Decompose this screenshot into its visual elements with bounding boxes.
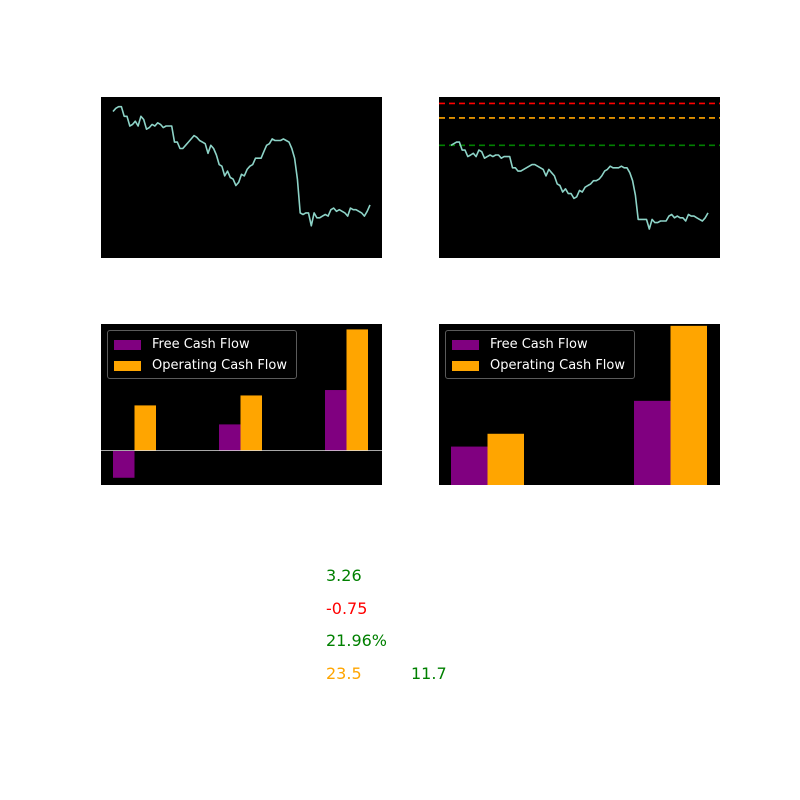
legend-label-ocf: Operating Cash Flow xyxy=(490,358,625,373)
metric-value-3: 21.96% xyxy=(326,631,388,650)
legend-entry-ocf: Operating Cash Flow xyxy=(446,355,634,376)
price-line-chart-with-reference-lines xyxy=(439,97,720,258)
legend-swatch-fcf xyxy=(114,339,141,350)
metric-value-4: 23.5 xyxy=(326,664,362,683)
cash-flow-bar-chart-right-svg xyxy=(451,325,707,485)
price-series-line xyxy=(112,105,371,227)
legend-label-fcf: Free Cash Flow xyxy=(152,337,250,352)
legend-swatch-ocf xyxy=(452,360,479,371)
bar-fcf-2 xyxy=(634,400,671,485)
legend-entry-fcf: Free Cash Flow xyxy=(108,334,296,355)
legend-entry-ocf: Operating Cash Flow xyxy=(108,355,296,376)
cash-flow-bar-chart-left-svg xyxy=(101,329,382,478)
metric-value-2: -0.75 xyxy=(326,599,368,618)
legend-swatch-ocf xyxy=(114,360,141,371)
bar-fcf-1 xyxy=(113,450,135,478)
legend-swatch-fcf xyxy=(452,339,479,350)
bar-ocf-2 xyxy=(670,325,707,485)
bar-fcf-1 xyxy=(451,446,488,485)
metric-value-1: 3.26 xyxy=(326,566,362,585)
price-line-chart xyxy=(101,97,382,258)
bar-fcf-2 xyxy=(219,424,241,451)
bar-ocf-1 xyxy=(487,433,524,485)
bar-ocf-1 xyxy=(134,405,156,451)
price-series-line xyxy=(450,141,709,230)
legend-entry-fcf: Free Cash Flow xyxy=(446,334,634,355)
chart-legend: Free Cash Flow Operating Cash Flow xyxy=(107,330,297,379)
legend-label-fcf: Free Cash Flow xyxy=(490,337,588,352)
chart-legend: Free Cash Flow Operating Cash Flow xyxy=(445,330,635,379)
price-line-chart-svg xyxy=(112,105,371,227)
bar-fcf-3 xyxy=(325,390,347,451)
cash-flow-bar-chart-right: Free Cash Flow Operating Cash Flow xyxy=(439,324,720,485)
metric-value-5: 11.7 xyxy=(411,664,447,683)
reference-line-chart-svg xyxy=(439,102,720,230)
bar-ocf-3 xyxy=(346,329,368,451)
legend-label-ocf: Operating Cash Flow xyxy=(152,358,287,373)
cash-flow-bar-chart-left: Free Cash Flow Operating Cash Flow xyxy=(101,324,382,485)
bar-ocf-2 xyxy=(240,395,262,451)
